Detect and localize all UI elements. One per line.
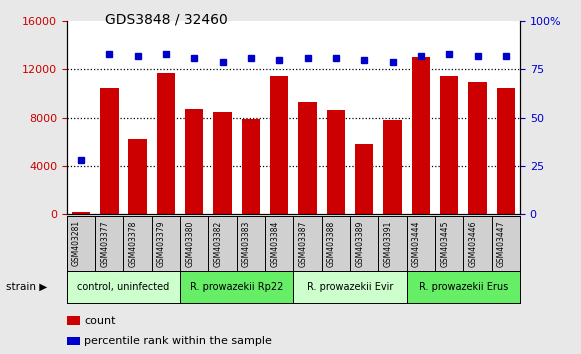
- Text: percentile rank within the sample: percentile rank within the sample: [84, 336, 272, 346]
- Text: GSM403380: GSM403380: [185, 220, 194, 267]
- Text: GSM403389: GSM403389: [355, 220, 364, 267]
- Bar: [270, 75, 288, 214]
- Bar: [213, 112, 232, 214]
- Text: count: count: [84, 316, 116, 326]
- Bar: [412, 57, 430, 214]
- Text: GSM403445: GSM403445: [440, 220, 449, 267]
- Bar: [100, 87, 119, 214]
- Text: GSM403447: GSM403447: [497, 220, 506, 267]
- Text: GSM403387: GSM403387: [299, 220, 307, 267]
- Bar: [299, 102, 317, 214]
- Bar: [293, 271, 407, 303]
- Bar: [355, 144, 374, 214]
- Text: GSM403379: GSM403379: [157, 220, 166, 267]
- Text: GSM403281: GSM403281: [72, 220, 81, 267]
- Bar: [185, 109, 203, 214]
- Text: strain ▶: strain ▶: [6, 282, 47, 292]
- Text: GSM403383: GSM403383: [242, 220, 251, 267]
- Bar: [497, 87, 515, 214]
- Text: GSM403391: GSM403391: [383, 220, 393, 267]
- Text: GSM403378: GSM403378: [128, 220, 138, 267]
- Bar: [180, 271, 293, 303]
- Bar: [327, 110, 345, 214]
- Text: GSM403377: GSM403377: [101, 220, 109, 267]
- Text: GSM403382: GSM403382: [214, 220, 223, 267]
- Bar: [157, 73, 175, 214]
- Bar: [72, 212, 90, 214]
- Text: R. prowazekii Evir: R. prowazekii Evir: [307, 282, 393, 292]
- Text: GSM403384: GSM403384: [270, 220, 279, 267]
- Bar: [67, 271, 180, 303]
- Text: R. prowazekii Erus: R. prowazekii Erus: [419, 282, 508, 292]
- Bar: [440, 75, 458, 214]
- Text: control, uninfected: control, uninfected: [77, 282, 170, 292]
- Text: R. prowazekii Rp22: R. prowazekii Rp22: [190, 282, 284, 292]
- Bar: [128, 139, 147, 214]
- Bar: [242, 119, 260, 214]
- Bar: [383, 120, 401, 214]
- Bar: [407, 271, 520, 303]
- Text: GDS3848 / 32460: GDS3848 / 32460: [105, 12, 227, 27]
- Text: GSM403446: GSM403446: [468, 220, 478, 267]
- Bar: [468, 81, 487, 214]
- Text: GSM403444: GSM403444: [412, 220, 421, 267]
- Text: GSM403388: GSM403388: [327, 220, 336, 267]
